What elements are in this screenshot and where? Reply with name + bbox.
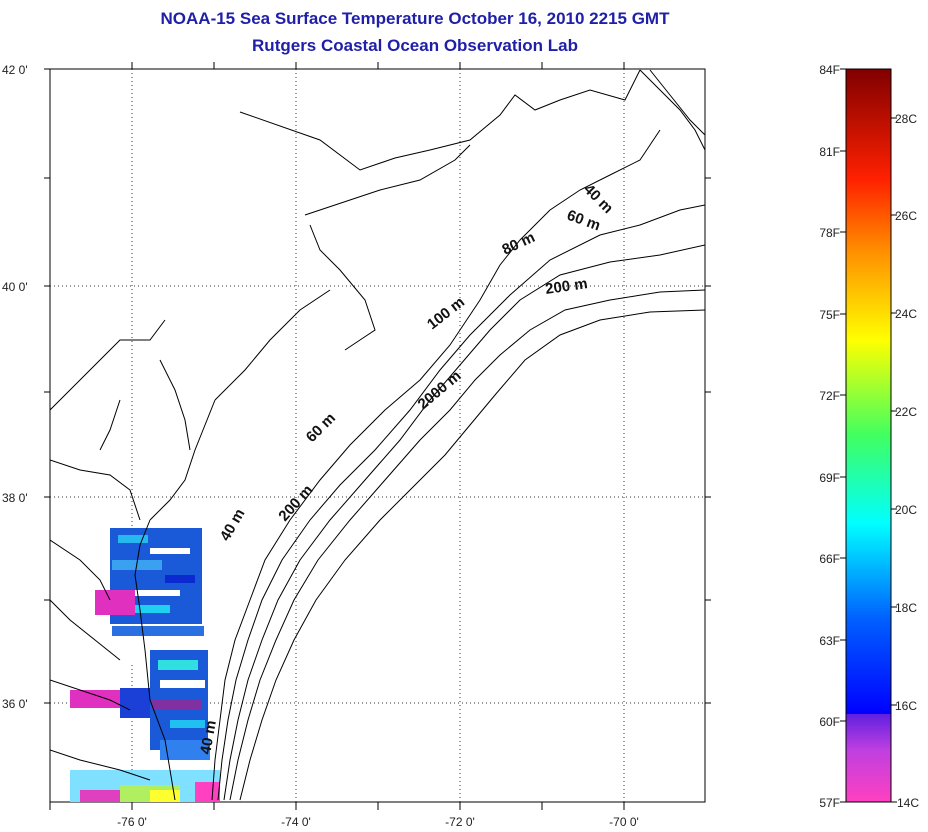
sst-data-swath bbox=[60, 528, 220, 802]
cb-f-81: 81F bbox=[819, 145, 840, 159]
cb-c-24: 24C bbox=[895, 307, 917, 321]
lon-label-74: -74 0' bbox=[281, 815, 311, 829]
cb-f-63: 63F bbox=[819, 634, 840, 648]
bathymetry-contours bbox=[211, 69, 705, 801]
contour-label-40m-s: 40 m bbox=[197, 719, 220, 756]
lat-label-36: 36 0' bbox=[2, 697, 28, 711]
cb-f-84: 84F bbox=[819, 63, 840, 77]
cb-c-16: 16C bbox=[895, 699, 917, 713]
cb-f-69: 69F bbox=[819, 471, 840, 485]
colorbar-ticks bbox=[840, 68, 897, 803]
coastline bbox=[50, 69, 641, 801]
lat-label-40: 40 0' bbox=[2, 280, 28, 294]
cb-f-60: 60F bbox=[819, 715, 840, 729]
tick-marks bbox=[44, 62, 711, 810]
lon-label-76: -76 0' bbox=[117, 815, 147, 829]
cb-c-28: 28C bbox=[895, 112, 917, 126]
cb-c-14: 14C bbox=[897, 796, 919, 810]
map-title: NOAA-15 Sea Surface Temperature October … bbox=[160, 9, 670, 28]
cb-c-22: 22C bbox=[895, 405, 917, 419]
cb-f-75: 75F bbox=[819, 308, 840, 322]
lat-label-42: 42 0' bbox=[2, 63, 28, 77]
cb-f-57: 57F bbox=[819, 796, 840, 810]
contour-label-200m-ne: 200 m bbox=[544, 275, 588, 298]
cb-c-18: 18C bbox=[895, 601, 917, 615]
map-subtitle: Rutgers Coastal Ocean Observation Lab bbox=[252, 36, 578, 55]
lon-label-72: -72 0' bbox=[445, 815, 475, 829]
cb-c-26: 26C bbox=[895, 209, 917, 223]
cb-f-78: 78F bbox=[819, 226, 840, 240]
colorbar bbox=[845, 68, 892, 803]
cb-c-20: 20C bbox=[895, 503, 917, 517]
lat-label-38: 38 0' bbox=[2, 491, 28, 505]
lon-label-70: -70 0' bbox=[609, 815, 639, 829]
cb-f-72: 72F bbox=[819, 389, 840, 403]
cb-f-66: 66F bbox=[819, 552, 840, 566]
